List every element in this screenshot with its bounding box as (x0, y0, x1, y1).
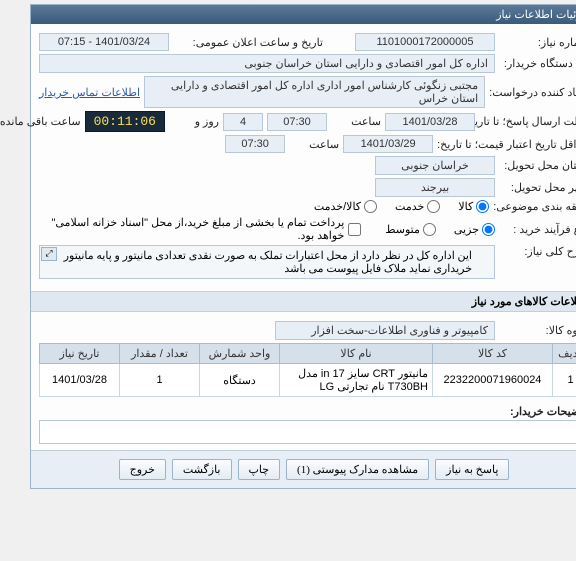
row-city: شهر محل تحویل: بیرجند (13, 178, 563, 197)
row-group: گروه کالا: کامپیوتر و فناوری اطلاعات-سخت… (13, 321, 563, 340)
radio-jozi[interactable]: جزیی (428, 223, 469, 236)
radio-motavaset-input[interactable] (397, 223, 410, 236)
cell-name: مانیتور CRT سایز 17 in مدل T730BH نام تج… (254, 364, 407, 397)
province-value: خراسان جنوبی (349, 156, 469, 175)
pub-date-value: 1401/03/24 - 07:15 (13, 33, 143, 51)
group-value: کامپیوتر و فناوری اطلاعات-سخت افزار (249, 321, 469, 340)
radio-khadamat-input[interactable] (401, 200, 414, 213)
panel-body: شماره نیاز: 1101000172000005 تاریخ و ساع… (5, 24, 571, 291)
col-unit: واحد شمارش (174, 344, 254, 364)
button-bar: پاسخ به نیاز مشاهده مدارک پیوستی (1) چاپ… (5, 450, 571, 488)
table-row[interactable]: 1 2232200071960024 مانیتور CRT سایز 17 i… (14, 364, 563, 397)
row-deadline: مهلت ارسال پاسخ؛ تا تاریخ: 1401/03/28 سا… (13, 111, 563, 132)
radio-kala-input[interactable] (450, 200, 463, 213)
valid-label: حداقل تاریخ اعتبار قیمت؛ تا تاریخ: (411, 138, 563, 151)
items-body: گروه کالا: کامپیوتر و فناوری اطلاعات-سخت… (5, 312, 571, 450)
row-valid: حداقل تاریخ اعتبار قیمت؛ تا تاریخ: 1401/… (13, 135, 563, 153)
reply-button[interactable]: پاسخ به نیاز (409, 459, 483, 480)
days-value: 4 (197, 113, 237, 131)
attach-button[interactable]: مشاهده مدارک پیوستی (1) (260, 459, 403, 480)
col-qty: تعداد / مقدار (94, 344, 174, 364)
valid-date: 1401/03/29 (317, 135, 407, 153)
buy-label: نوع فرآیند خرید : (473, 223, 563, 236)
city-label: شهر محل تحویل: (473, 181, 563, 194)
back-button[interactable]: بازگشت (146, 459, 206, 480)
radio-motavaset[interactable]: متوسط (359, 223, 410, 236)
cell-unit: دستگاه (174, 364, 254, 397)
need-no-label: شماره نیاز: (473, 36, 563, 49)
row-creator: ایجاد کننده درخواست: مجتبی زنگوئی کارشنا… (13, 76, 563, 108)
expand-icon[interactable]: ⤢ (15, 247, 31, 261)
col-name: نام کالا (254, 344, 407, 364)
col-code: کد کالا (407, 344, 527, 364)
main-panel: جزئیات اطلاعات نیاز شماره نیاز: 11010001… (4, 4, 572, 489)
buyer-value: اداره کل امور اقتصادی و دارایی استان خرا… (13, 54, 469, 73)
deadline-time: 07:30 (241, 113, 301, 131)
province-label: استان محل تحویل: (473, 159, 563, 172)
pub-date-label: تاریخ و ساعت اعلان عمومی: (147, 36, 297, 49)
radio-kalakhadamat[interactable]: کالا/خدمت (288, 200, 351, 213)
cell-row: 1 (527, 364, 563, 397)
valid-time: 07:30 (199, 135, 259, 153)
countdown-timer: 00:11:06 (59, 111, 139, 132)
creator-label: ایجاد کننده درخواست: (463, 86, 563, 99)
class-radio-group: کالا خدمت کالا/خدمت (288, 200, 463, 213)
row-desc: شرح کلی نیاز: ⤢ (13, 245, 563, 282)
deadline-date: 1401/03/28 (359, 113, 449, 131)
cell-code: 2232200071960024 (407, 364, 527, 397)
deadline-time-label: ساعت (305, 115, 355, 128)
comment-label: توضیحات خریدار: (484, 406, 563, 418)
print-button[interactable]: چاپ (212, 459, 255, 480)
items-table: ردیف کد کالا نام کالا واحد شمارش تعداد /… (13, 343, 563, 397)
comment-section: توضیحات خریدار: (13, 405, 563, 444)
desc-wrap: ⤢ (13, 245, 469, 282)
radio-kalakhadamat-input[interactable] (338, 200, 351, 213)
table-header-row: ردیف کد کالا نام کالا واحد شمارش تعداد /… (14, 344, 563, 364)
deadline-label: مهلت ارسال پاسخ؛ تا تاریخ: (453, 115, 563, 128)
row-buytype: نوع فرآیند خرید : جزیی متوسط پرداخت تمام… (13, 216, 563, 242)
desc-textarea[interactable] (13, 245, 469, 279)
radio-khadamat[interactable]: خدمت (369, 200, 414, 213)
buy-radio-group: جزیی متوسط (359, 223, 469, 236)
cell-qty: 1 (94, 364, 174, 397)
cell-date: 1401/03/28 (14, 364, 94, 397)
remain-label: ساعت باقی مانده (0, 115, 55, 128)
radio-kala[interactable]: کالا (432, 200, 463, 213)
exit-button[interactable]: خروج (93, 459, 140, 480)
row-need-no: شماره نیاز: 1101000172000005 تاریخ و ساع… (13, 33, 563, 51)
panel-title: جزئیات اطلاعات نیاز (5, 5, 571, 24)
col-row: ردیف (527, 344, 563, 364)
buyer-label: نام دستگاه خریدار: (473, 57, 563, 70)
valid-time-label: ساعت (263, 138, 313, 151)
pay-checkbox[interactable] (322, 223, 335, 236)
row-province: استان محل تحویل: خراسان جنوبی (13, 156, 563, 175)
pay-note: پرداخت تمام یا بخشی از مبلغ خرید،از محل … (13, 216, 318, 242)
row-buyer: نام دستگاه خریدار: اداره کل امور اقتصادی… (13, 54, 563, 73)
creator-value: مجتبی زنگوئی کارشناس امور اداری اداره کل… (118, 76, 459, 108)
group-label: گروه کالا: (473, 324, 563, 337)
city-value: بیرجند (349, 178, 469, 197)
comment-box (13, 420, 563, 444)
days-label: روز و (143, 115, 193, 128)
desc-label: شرح کلی نیاز: (473, 245, 563, 258)
row-class: طبقه بندی موضوعی: کالا خدمت کالا/خدمت (13, 200, 563, 213)
col-date: تاریخ نیاز (14, 344, 94, 364)
items-section-title: اطلاعات کالاهای مورد نیاز (5, 291, 571, 312)
need-no-value: 1101000172000005 (329, 33, 469, 51)
pay-check[interactable]: پرداخت تمام یا بخشی از مبلغ خرید،از محل … (13, 216, 335, 242)
contact-link[interactable]: اطلاعات تماس خریدار (13, 86, 114, 99)
radio-jozi-input[interactable] (456, 223, 469, 236)
class-label: طبقه بندی موضوعی: (467, 200, 563, 213)
